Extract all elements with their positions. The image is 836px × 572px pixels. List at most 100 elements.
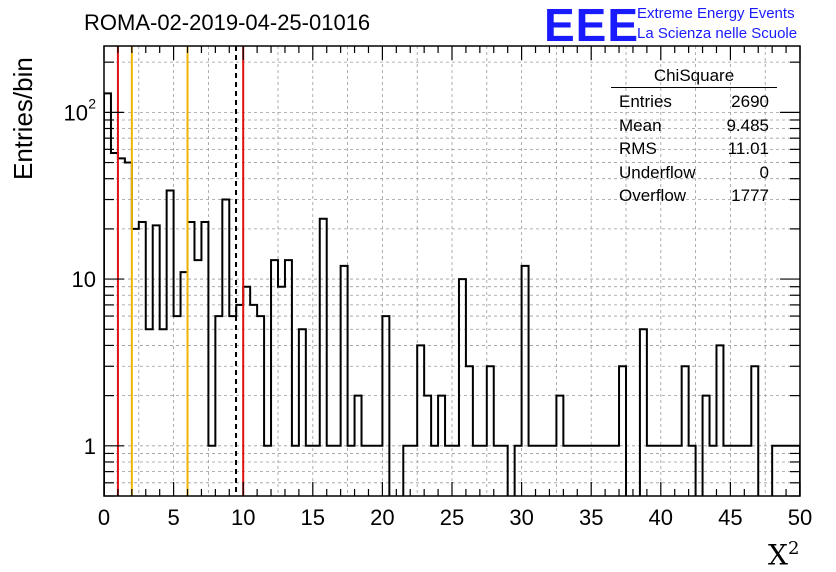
x-axis-label-sup: 2 — [787, 538, 800, 559]
histogram-bin — [368, 446, 375, 496]
histogram-bin — [640, 329, 647, 496]
histogram-bin — [292, 446, 299, 496]
histogram-bin — [668, 446, 675, 496]
histogram-bin — [278, 287, 285, 496]
histogram-bin — [542, 446, 549, 496]
histogram-bin — [529, 446, 536, 496]
histogram-bin — [647, 446, 654, 496]
histogram-bin — [730, 446, 737, 496]
histogram-bin — [598, 446, 605, 496]
y-axis-label: Entries/bin — [8, 57, 38, 180]
x-tick-label: 5 — [167, 505, 179, 530]
histogram-bin — [710, 446, 717, 496]
histogram-bin — [577, 446, 584, 496]
logo-line-2: La Scienza nelle Scuole — [637, 25, 798, 42]
histogram-bin — [285, 260, 292, 496]
histogram-bin — [473, 446, 480, 496]
x-tick-label: 0 — [98, 505, 110, 530]
stats-row-rms: RMS 11.01 — [611, 137, 777, 161]
y-tick-label: 10 — [72, 267, 96, 292]
histogram-bin — [661, 446, 668, 496]
x-axis-label-text: X — [768, 538, 788, 572]
histogram-bin — [403, 446, 410, 496]
histogram-bin — [313, 446, 320, 496]
histogram-bin — [716, 345, 723, 496]
histogram-bin — [236, 305, 243, 496]
x-tick-label: 40 — [649, 505, 673, 530]
histogram-bin — [737, 446, 744, 496]
histogram-bin — [431, 446, 438, 496]
stats-value: 1777 — [731, 186, 769, 205]
y-tick-label: 10 — [64, 100, 88, 125]
histogram-bin — [501, 446, 508, 496]
histogram-bin — [181, 272, 188, 496]
histogram-bin — [167, 190, 174, 496]
histogram-bin — [222, 200, 229, 496]
histogram-bin — [522, 266, 529, 496]
histogram-bin — [188, 222, 195, 496]
histogram-bin — [445, 446, 452, 496]
histogram-bin — [459, 279, 466, 496]
histogram-bin — [382, 316, 389, 496]
x-axis-label: X2 — [768, 538, 799, 571]
histogram-bin — [515, 446, 522, 496]
histogram-bin — [250, 305, 257, 496]
histogram-bin — [619, 366, 626, 496]
histogram-bin — [341, 266, 348, 496]
stats-box: ChiSquare Entries 2690 Mean 9.485 RMS 11.01… — [611, 66, 777, 208]
histogram-bin — [612, 446, 619, 496]
histogram-bin — [334, 446, 341, 496]
x-tick-label: 50 — [788, 505, 812, 530]
histogram-bin — [682, 366, 689, 496]
histogram-bars — [104, 92, 800, 496]
histogram-bin — [410, 446, 417, 496]
histogram-bin — [243, 287, 250, 496]
stats-label: Overflow — [619, 186, 687, 205]
histogram-bin — [417, 345, 424, 496]
histogram-bin — [201, 222, 208, 496]
histogram-bin — [605, 446, 612, 496]
histogram-bin — [452, 446, 459, 496]
histogram-bin — [494, 446, 501, 496]
eee-logo-text: Extreme Energy Events La Scienza nelle S… — [637, 4, 797, 44]
histogram-bin — [174, 316, 181, 496]
histogram-bin — [139, 222, 146, 496]
x-tick-label: 25 — [440, 505, 464, 530]
stats-label: Mean — [619, 115, 662, 135]
histogram-bin — [264, 446, 271, 496]
histogram-bin — [466, 366, 473, 496]
histogram-bin — [348, 446, 355, 496]
stats-value: 2690 — [731, 92, 769, 111]
histogram-bin — [480, 446, 487, 496]
histogram-bin — [257, 316, 264, 496]
histogram-bin — [362, 446, 369, 496]
histogram-bin — [327, 446, 334, 496]
eee-logo: EEE — [544, 0, 640, 51]
histogram-bin — [146, 329, 153, 496]
histogram-bin — [549, 446, 556, 496]
histogram-bin — [208, 446, 215, 496]
stats-row-mean: Mean 9.485 — [611, 114, 777, 138]
histogram-bin — [591, 446, 598, 496]
histogram-bin — [160, 329, 167, 496]
stats-value: 11.01 — [727, 139, 769, 158]
histogram-bin — [779, 446, 786, 496]
x-tick-label: 30 — [509, 505, 533, 530]
histogram-bin — [689, 446, 696, 496]
stats-row-overflow: Overflow 1777 — [611, 184, 777, 208]
histogram-bin — [111, 153, 118, 496]
histogram-bin — [132, 229, 139, 496]
stats-value: 0 — [759, 162, 769, 182]
histogram-outline — [104, 92, 800, 496]
histogram-bin — [271, 260, 278, 496]
y-tick-label: 1 — [84, 434, 96, 459]
y-tick-label-exponent: 2 — [88, 95, 96, 111]
histogram-bin — [320, 219, 327, 496]
histogram-bin — [584, 446, 591, 496]
histogram-bin — [563, 446, 570, 496]
histogram-bin — [424, 396, 431, 496]
histogram-bin — [153, 225, 160, 496]
x-tick-label: 15 — [301, 505, 325, 530]
